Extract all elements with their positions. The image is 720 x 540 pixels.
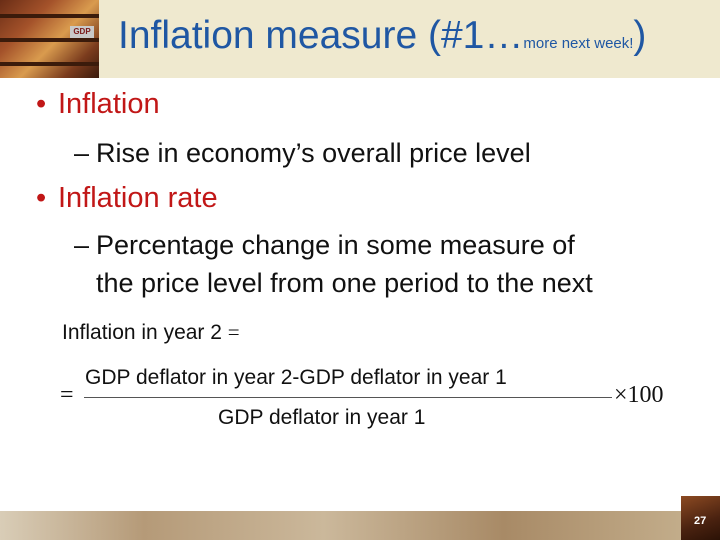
formula-denominator: GDP deflator in year 1 <box>218 406 426 429</box>
sub-point-inflation-rate: – Percentage change in some measure of the… <box>74 226 593 302</box>
title-main: Inflation measure (#1… <box>118 14 524 57</box>
sub-point-line-1: Percentage change in some measure of <box>96 230 575 260</box>
bullet-label: Inflation rate <box>58 182 218 214</box>
formula-equals-2: = <box>60 382 74 408</box>
bullet-dot-icon: • <box>36 182 47 214</box>
sub-point-inflation: – Rise in economy’s overall price level <box>74 134 531 172</box>
formula-multiplier: ×100 <box>614 382 664 408</box>
formula-numerator: GDP deflator in year 2-GDP deflator in y… <box>85 366 507 389</box>
sub-point-text: Rise in economy’s overall price level <box>96 138 531 168</box>
slide-number: 27 <box>694 515 707 527</box>
title-note: more next week! <box>523 35 634 52</box>
bookshelf-image: GDP <box>0 0 99 78</box>
bullet-inflation: • Inflation <box>36 88 160 121</box>
bullet-dot-icon: • <box>36 88 47 120</box>
title-close: ) <box>633 14 647 57</box>
formula-lhs-line: Inflation in year 2 = <box>62 320 240 345</box>
title-band <box>0 0 720 78</box>
formula-equals-1: = <box>227 320 240 344</box>
bullet-label: Inflation <box>58 88 160 120</box>
formula-lhs: Inflation in year 2 <box>62 321 222 344</box>
slide-title: Inflation measure (#1…more next week!) <box>118 14 646 58</box>
corner-bookshelf-image <box>681 496 720 540</box>
sub-point-line-2: the price level from one period to the n… <box>96 268 593 298</box>
fraction-bar <box>84 397 612 398</box>
dash-icon: – <box>74 230 90 260</box>
floor-image <box>0 511 720 540</box>
dash-icon: – <box>74 138 90 168</box>
gdp-tag: GDP <box>70 26 94 38</box>
bullet-inflation-rate: • Inflation rate <box>36 182 218 215</box>
